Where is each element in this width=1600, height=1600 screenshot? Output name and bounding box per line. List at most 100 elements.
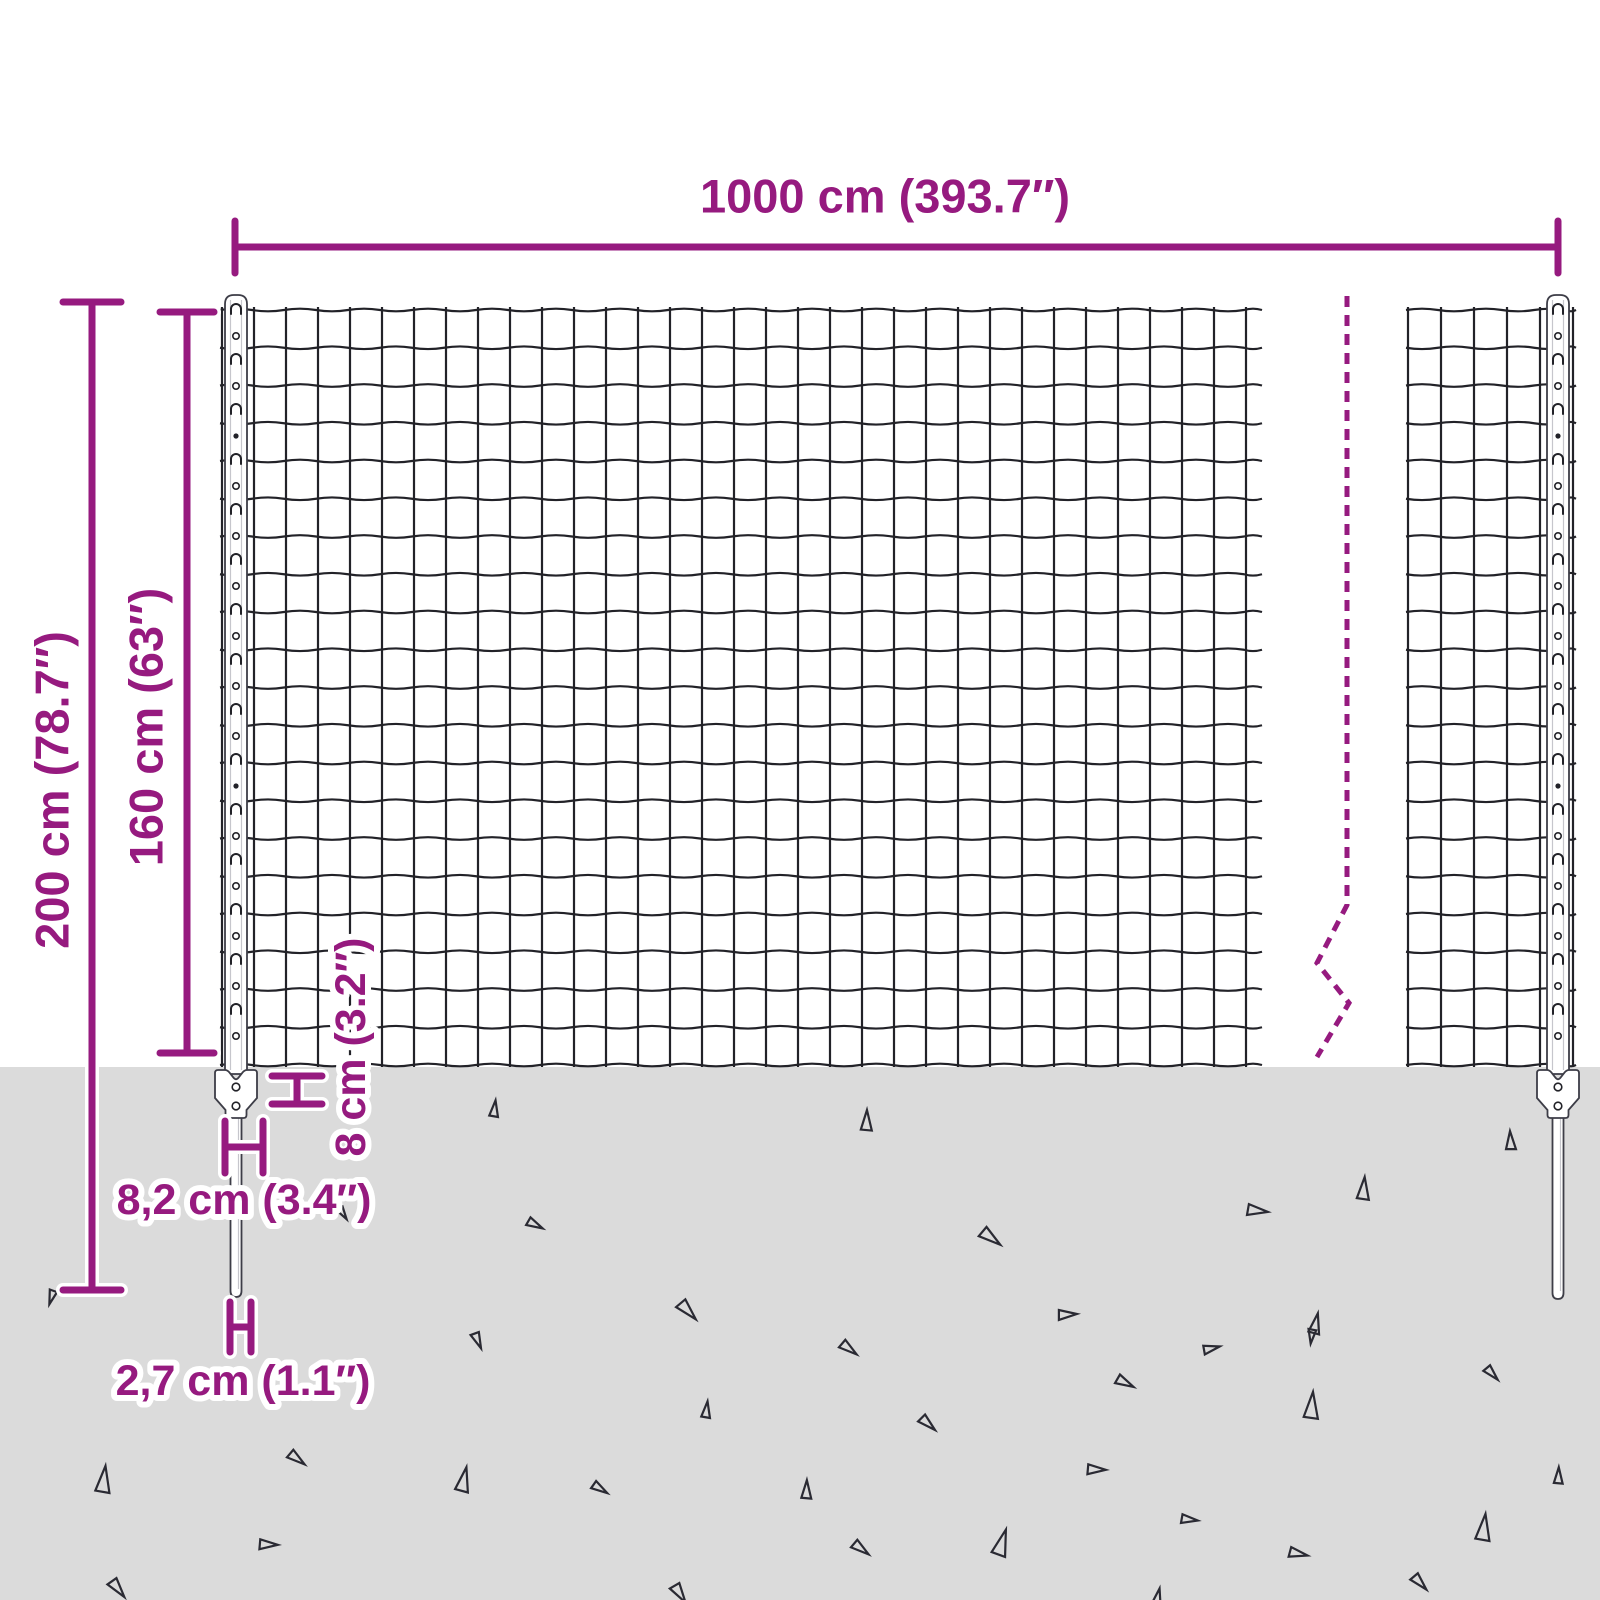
gravel-triangle [1201,1344,1224,1357]
post-rivet-icon [1555,433,1561,439]
mesh-wire-horizontal [219,458,1263,464]
post-hole-icon [232,731,241,740]
wire-clip-icon [1552,853,1564,865]
gravel-triangle [285,1448,308,1467]
wire-clip-icon [230,303,242,315]
wire-clip-icon [230,653,242,665]
gravel-triangle [1245,1202,1272,1217]
wire-clip-icon [1552,503,1564,515]
gravel-texture [48,1096,1565,1600]
gravel-triangle [1086,1462,1111,1476]
post-hole-icon [1554,331,1563,340]
wire-clip-icon [1552,603,1564,615]
label-total-height: 200 cm (78.7″) [26,631,79,949]
wire-clip-icon [1552,353,1564,365]
gravel-triangle [989,1525,1008,1559]
gravel-triangle [849,1538,872,1557]
anchor-plate-hole [231,1082,241,1092]
post-hole-icon [232,381,241,390]
post-hole-icon [232,681,241,690]
gravel-triangle [837,1338,860,1357]
gravel-triangle [1306,1309,1321,1336]
label-post-width: 2,7 cm (1.1″) [116,1357,371,1405]
gravel-triangle [674,1297,699,1323]
mesh-wire-horizontal [219,307,1263,313]
mesh-wire-horizontal [219,420,1263,426]
gravel-triangle [976,1225,1004,1248]
panel-break-dashed-line [1314,296,1353,1059]
wire-clip-icon [1552,553,1564,565]
mesh-wire-horizontal [219,987,1263,992]
post-ground-spike [1551,1099,1565,1300]
anchor-plate [1536,1069,1580,1119]
mesh-wire-horizontal [219,911,1263,917]
fence-post-left [214,294,258,1298]
post-hole-icon [232,581,241,590]
gravel-triangle [334,1204,349,1223]
gravel-triangle [1149,1584,1162,1600]
gravel-triangle [699,1397,712,1420]
wire-clip-icon [1552,903,1564,915]
label-anchor-plate-width: 8,2 cm (3.4″) [117,1176,372,1224]
wire-clip-icon [230,353,242,365]
gravel-triangle [859,1105,874,1132]
mesh-wire-horizontal [219,496,1263,502]
post-hole-icon [1554,931,1563,940]
post-hole-icon [232,481,241,490]
wire-clip-icon [1552,703,1564,715]
gravel-triangle [589,1479,611,1496]
label-mesh-height: 160 cm (63″) [120,588,173,867]
gravel-triangle [1057,1308,1082,1322]
post-hole-icon [232,931,241,940]
wire-clip-icon [230,403,242,415]
gravel-triangle [1179,1512,1202,1525]
wire-clip-icon [230,753,242,765]
gravel-triangle [1504,1126,1518,1151]
post-hole-icon [1554,981,1563,990]
wire-clip-icon [230,503,242,515]
anchor-plate [214,1069,258,1119]
post-hole-icon [232,631,241,640]
post-hole-icon [1554,531,1563,540]
post-hole-icon [1554,731,1563,740]
mesh-wire-horizontal [219,383,1263,388]
gravel-triangle [524,1215,547,1231]
label-total-width: 1000 cm (393.7″) [700,170,1070,223]
mesh-wire-horizontal [219,609,1263,615]
gravel-triangle [453,1463,470,1494]
post-hole-icon [1554,1032,1563,1041]
mesh-wire-horizontal [219,345,1263,351]
mesh-wire-horizontal [219,685,1263,690]
post-hole-icon [232,831,241,840]
dimension-labels: 1000 cm (393.7″) 200 cm (78.7″) 160 cm (… [20,164,1077,1412]
post-hole-icon [232,1032,241,1041]
gravel-triangle [93,1461,111,1495]
gravel-triangle [48,1287,59,1309]
gravel-triangle [667,1581,688,1600]
gravel-triangle [1113,1372,1138,1389]
gravel-triangle [105,1576,127,1600]
anchor-plate-hole [1553,1101,1563,1111]
wire-clip-icon [230,953,242,965]
post-hole-icon [1554,381,1563,390]
post-hole-icon [1554,681,1563,690]
wire-clip-icon [1552,1003,1564,1015]
mesh-wire-horizontal [219,873,1263,879]
mesh-wire-horizontal [219,722,1263,728]
gravel-triangle [1307,1327,1318,1348]
dimension-total-height [56,295,128,1297]
mesh-wire-horizontal [219,760,1263,766]
wire-clip-icon [1552,803,1564,815]
dimension-mesh-height [153,305,221,1060]
wire-clip-icon [1552,653,1564,665]
gravel-triangle [1408,1571,1430,1593]
post-hole-icon [232,531,241,540]
post-hole-icon [1554,631,1563,640]
label-mesh-opening: 8 cm (3.2″) [327,938,375,1157]
post-hole-icon [232,881,241,890]
wire-clip-icon [230,603,242,615]
bracket-post-width [223,1295,258,1359]
fence-post-right [1536,294,1580,1300]
wire-clip-icon [230,453,242,465]
